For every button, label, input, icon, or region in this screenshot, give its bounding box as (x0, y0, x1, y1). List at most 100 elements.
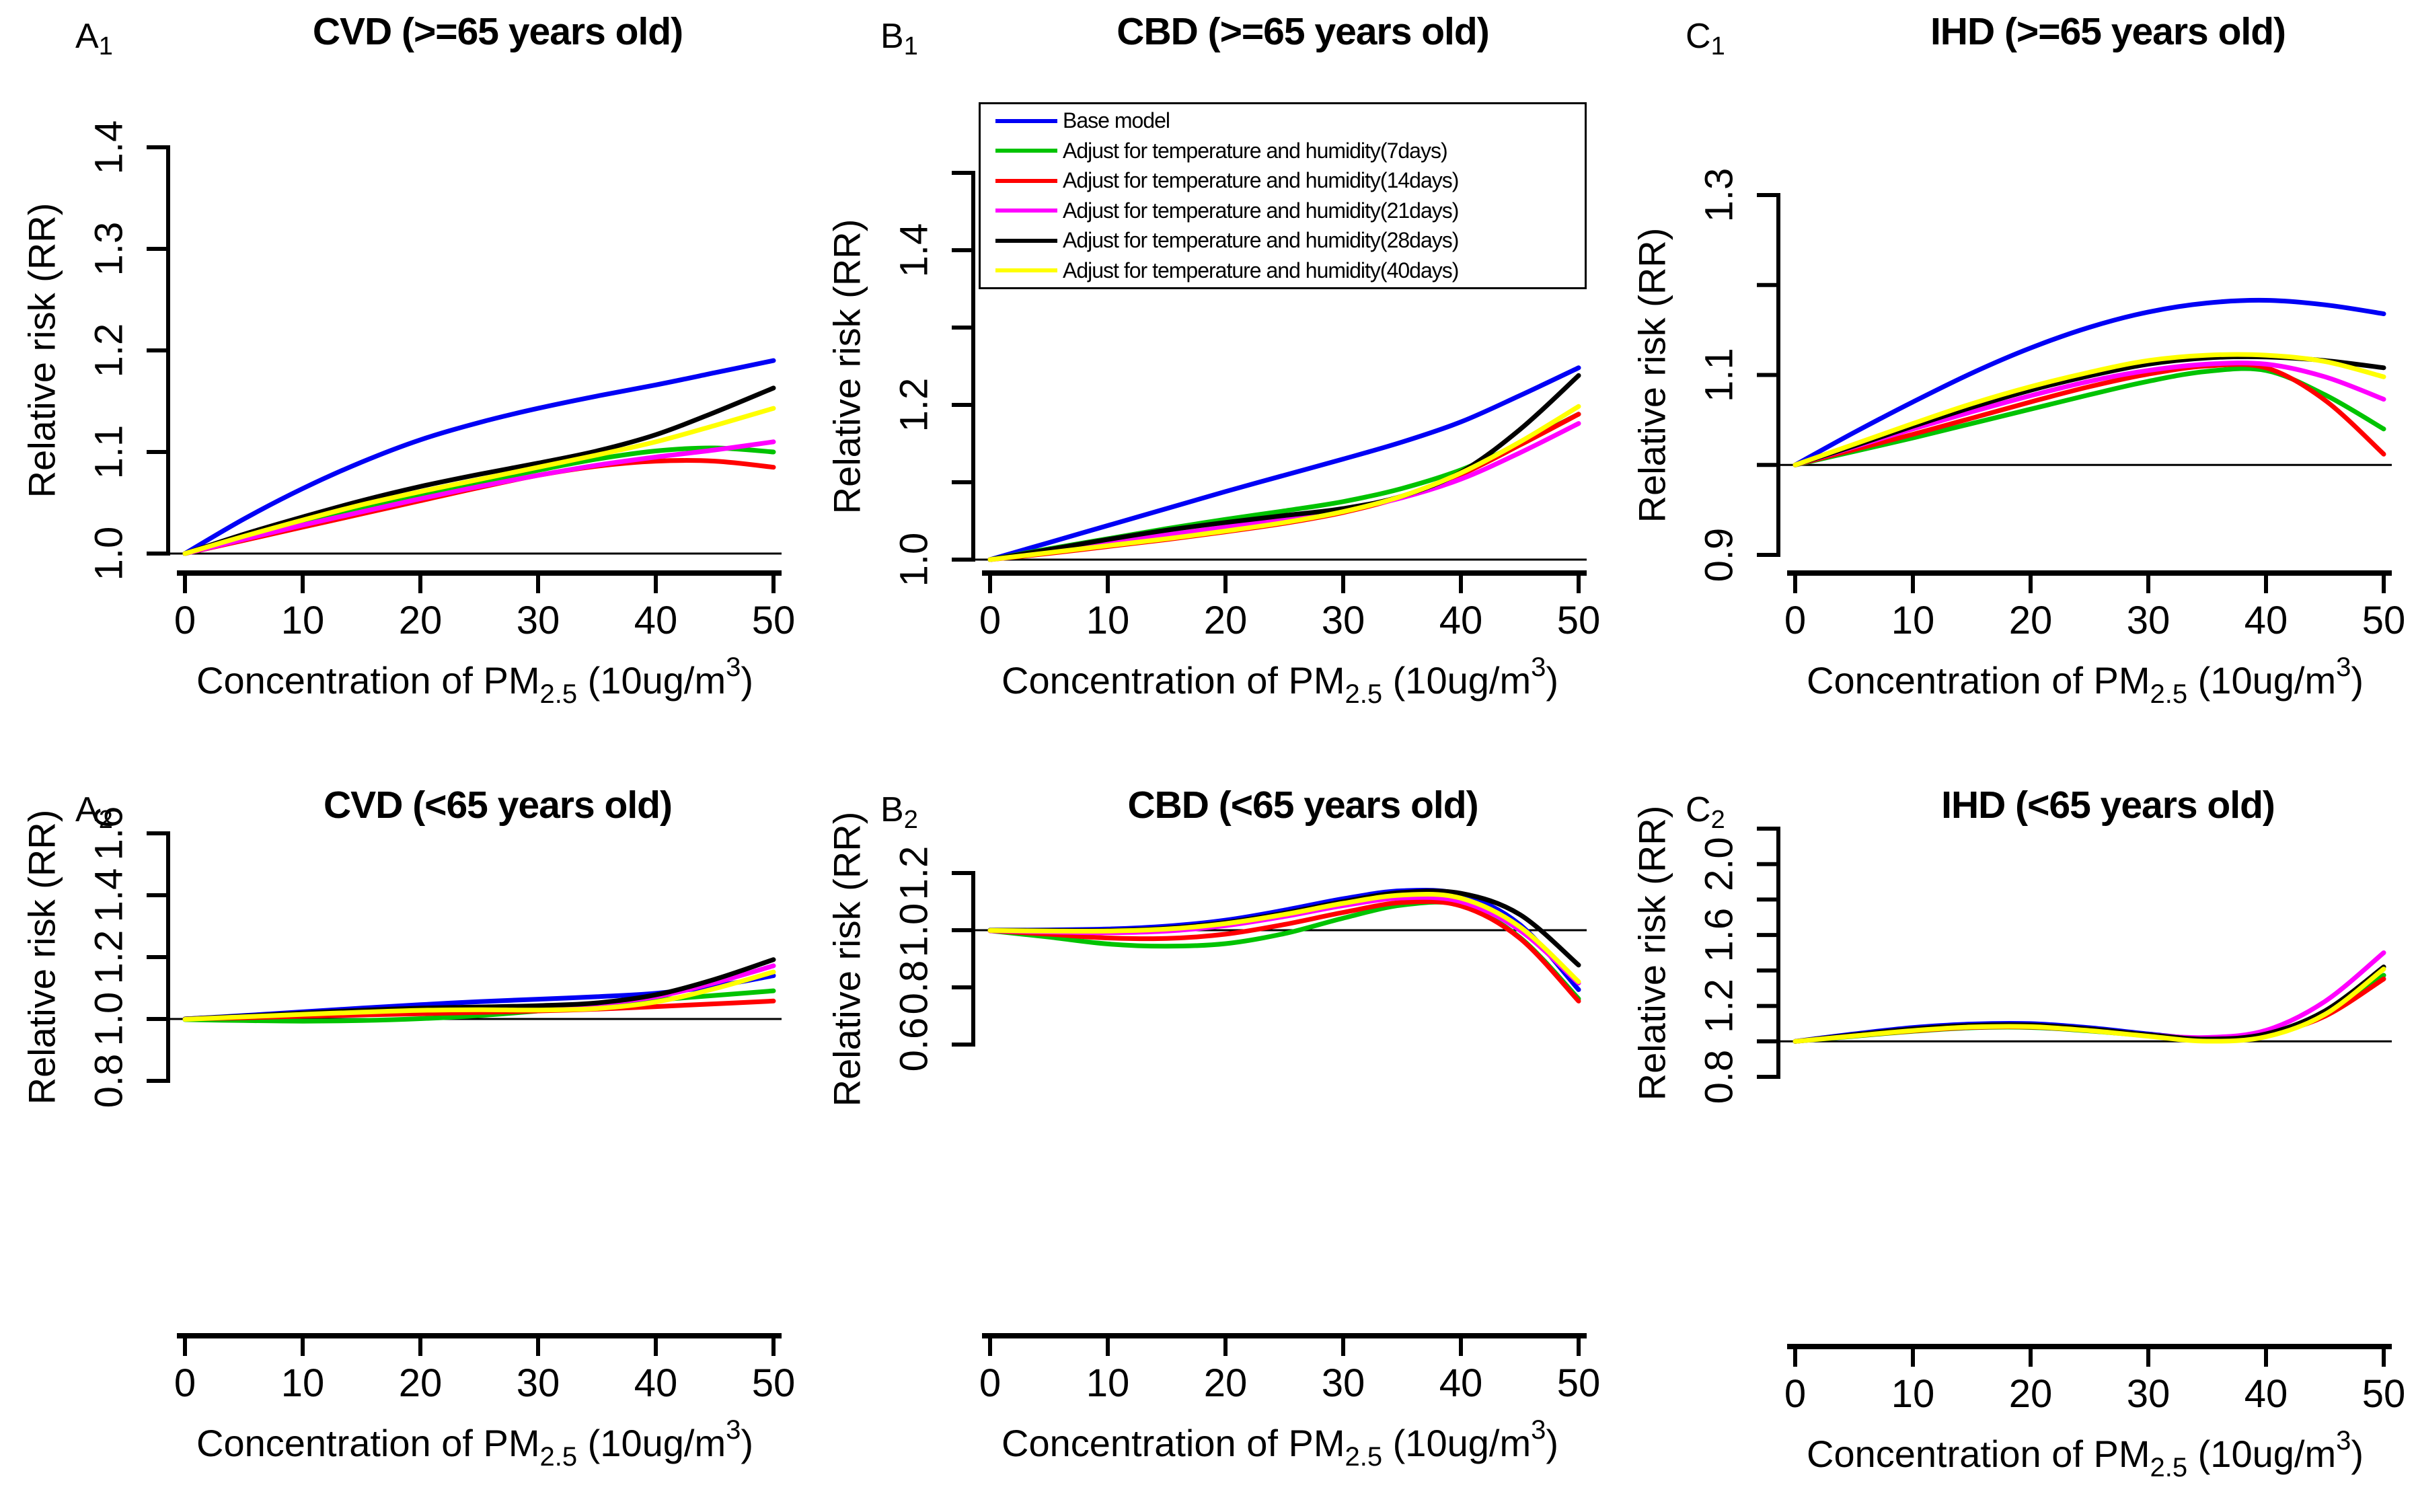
y-tick-label: 1.0 (87, 527, 130, 581)
panel-b1-label: B1 (880, 17, 918, 61)
x-tick-label: 0 (1784, 1372, 1806, 1416)
panel-a2-header: A2 CVD (<65 years old) (0, 783, 806, 837)
panel-b2-xlabel: Concentration of PM2.5 (10ug/m3) (1002, 1415, 1558, 1472)
y-tick-label: 0.8 (1697, 1050, 1741, 1104)
legend-line-magenta (995, 209, 1057, 213)
panel-a1-ylabel: Relative risk (RR) (20, 202, 63, 498)
y-tick-label: 1.2 (892, 846, 936, 901)
panel-c2-title: IHD (<65 years old) (1941, 784, 2275, 827)
panel-b1-ylabel: Relative risk (RR) (825, 219, 868, 514)
y-tick-label: 0.8 (87, 1054, 130, 1108)
x-tick-label: 10 (1086, 599, 1130, 642)
legend-line-green (995, 149, 1057, 153)
curve-adjust-for-temperature-and-humidity-40days- (1792, 967, 2386, 1044)
x-tick-label: 40 (1439, 1361, 1483, 1405)
panel-c1-header: C1 IHD (>=65 years old) (1610, 9, 2416, 63)
panel-b1-xlabel: Concentration of PM2.5 (10ug/m3) (1002, 652, 1558, 709)
panel-c2: 0.8 1.2 1.6 2.0 0 10 20 30 40 50 C2 IHD (<65 year… (1610, 756, 2416, 1512)
panel-c2-xlabel: Concentration of PM2.5 (10ug/m3) (1807, 1426, 2364, 1482)
y-tick-label: 1.0 (87, 992, 130, 1047)
panel-a2-plot: 0.8 1.0 1.2 1.4 1.6 0 10 20 30 40 50 (87, 806, 796, 1405)
panel-b1-title: CBD (>=65 years old) (1117, 10, 1489, 53)
panel-a2: 0.8 1.0 1.2 1.4 1.6 0 10 20 30 40 50 A2 CVD (<65 y… (0, 756, 806, 1512)
panel-c1-ylabel: Relative risk (RR) (1630, 227, 1673, 523)
y-tick-label: 1.2 (1697, 979, 1741, 1033)
y-tick-label: 2.0 (1697, 837, 1741, 891)
curve-adjust-for-temperature-and-humidity-14days- (987, 899, 1581, 1004)
x-tick-label: 10 (1891, 1372, 1935, 1416)
x-tick-label: 0 (979, 1361, 1001, 1405)
panel-a1-title: CVD (>=65 years old) (312, 10, 683, 53)
curve-adjust-for-temperature-and-humidity-40days- (182, 969, 776, 1022)
curve-adjust-for-temperature-and-humidity-7days- (987, 412, 1581, 562)
x-tick-label: 30 (517, 1361, 560, 1405)
y-tick-label: 1.1 (1697, 348, 1741, 402)
x-tick-label: 50 (752, 1361, 796, 1405)
x-tick-label: 40 (1439, 599, 1483, 642)
panel-a1-label: A1 (75, 17, 113, 61)
x-tick-label: 0 (1784, 599, 1806, 642)
panel-a1: 1.0 1.1 1.2 1.3 1.4 0 10 20 30 40 50 A1 CVD (>=65 … (0, 0, 806, 756)
curve-base-model (182, 358, 776, 556)
legend-item-7days: Adjust for temperature and humidity(7day… (981, 137, 1585, 164)
panel-b2-header: B2 CBD (<65 years old) (805, 783, 1611, 837)
x-tick-label: 20 (1204, 1361, 1248, 1405)
x-tick-label: 30 (1322, 1361, 1365, 1405)
x-tick-label: 0 (174, 599, 196, 642)
curve-adjust-for-temperature-and-humidity-14days- (987, 412, 1581, 562)
x-tick-label: 20 (1204, 599, 1248, 642)
panel-a2-label: A2 (75, 790, 113, 834)
panel-a2-xlabel: Concentration of PM2.5 (10ug/m3) (196, 1415, 753, 1472)
y-tick-label: 1.2 (87, 930, 130, 985)
curve-base-model (1792, 297, 2386, 467)
x-tick-label: 10 (1086, 1361, 1130, 1405)
y-tick-label: 0.9 (1697, 528, 1741, 582)
x-tick-label: 0 (979, 599, 1001, 642)
panel-c2-ylabel: Relative risk (RR) (1630, 805, 1673, 1100)
curve-adjust-for-temperature-and-humidity-40days- (987, 892, 1581, 984)
panel-a1-plot: 1.0 1.1 1.2 1.3 1.4 0 10 20 30 40 50 (87, 120, 796, 642)
x-tick-label: 10 (281, 1361, 325, 1405)
curve-adjust-for-temperature-and-humidity-21days- (182, 439, 776, 556)
panel-a1-header: A1 CVD (>=65 years old) (0, 9, 806, 63)
x-tick-label: 40 (634, 599, 678, 642)
panel-b2-title: CBD (<65 years old) (1127, 784, 1478, 827)
y-tick-label: 1.2 (87, 324, 130, 378)
x-tick-label: 50 (2362, 1372, 2406, 1416)
x-tick-label: 50 (1557, 1361, 1601, 1405)
y-tick-label: 1.3 (1697, 168, 1741, 223)
panel-b1-plot: 1.0 1.2 1.4 0 10 20 30 40 50 (892, 171, 1600, 642)
y-tick-label: 1.0 (892, 903, 936, 958)
panel-a2-title: CVD (<65 years old) (324, 784, 673, 827)
y-tick-label: 1.6 (87, 806, 130, 861)
panel-b1-header: B1 CBD (>=65 years old) (805, 9, 1611, 63)
panel-b2-label: B2 (880, 790, 918, 834)
x-tick-label: 10 (1891, 599, 1935, 642)
x-tick-label: 50 (752, 599, 796, 642)
panel-c2-label: C2 (1686, 790, 1725, 834)
legend: Base model Adjust for temperature and hu… (979, 102, 1587, 289)
x-tick-label: 20 (399, 599, 443, 642)
legend-line-blue (995, 118, 1057, 123)
y-tick-label: 1.0 (892, 533, 936, 587)
legend-line-red (995, 178, 1057, 183)
x-tick-label: 30 (1322, 599, 1365, 642)
y-tick-label: 1.1 (87, 425, 130, 480)
panel-c2-plot: 0.8 1.2 1.6 2.0 0 10 20 30 40 50 (1697, 827, 2406, 1416)
panel-b2: 0.6 0.8 1.0 1.2 0 10 20 30 40 50 B2 CBD (<65 year… (805, 756, 1611, 1512)
legend-item-21days: Adjust for temperature and humidity(21da… (981, 197, 1585, 224)
y-tick-label: 0.6 (892, 1018, 936, 1072)
curve-adjust-for-temperature-and-humidity-21days- (987, 421, 1581, 562)
panel-c1-xlabel: Concentration of PM2.5 (10ug/m3) (1807, 652, 2364, 709)
panel-b1: 1.0 1.2 1.4 0 10 20 30 40 50 B1 CBD (>=65 years … (805, 0, 1611, 756)
y-tick-label: 1.4 (892, 223, 936, 278)
panel-b2-ylabel: Relative risk (RR) (825, 811, 868, 1106)
curve-adjust-for-temperature-and-humidity-40days- (1792, 352, 2386, 467)
x-tick-label: 20 (399, 1361, 443, 1405)
x-tick-label: 0 (174, 1361, 196, 1405)
y-tick-label: 1.2 (892, 378, 936, 432)
curve-adjust-for-temperature-and-humidity-14days- (1792, 362, 2386, 467)
x-tick-label: 10 (281, 599, 325, 642)
curve-adjust-for-temperature-and-humidity-40days- (182, 406, 776, 556)
